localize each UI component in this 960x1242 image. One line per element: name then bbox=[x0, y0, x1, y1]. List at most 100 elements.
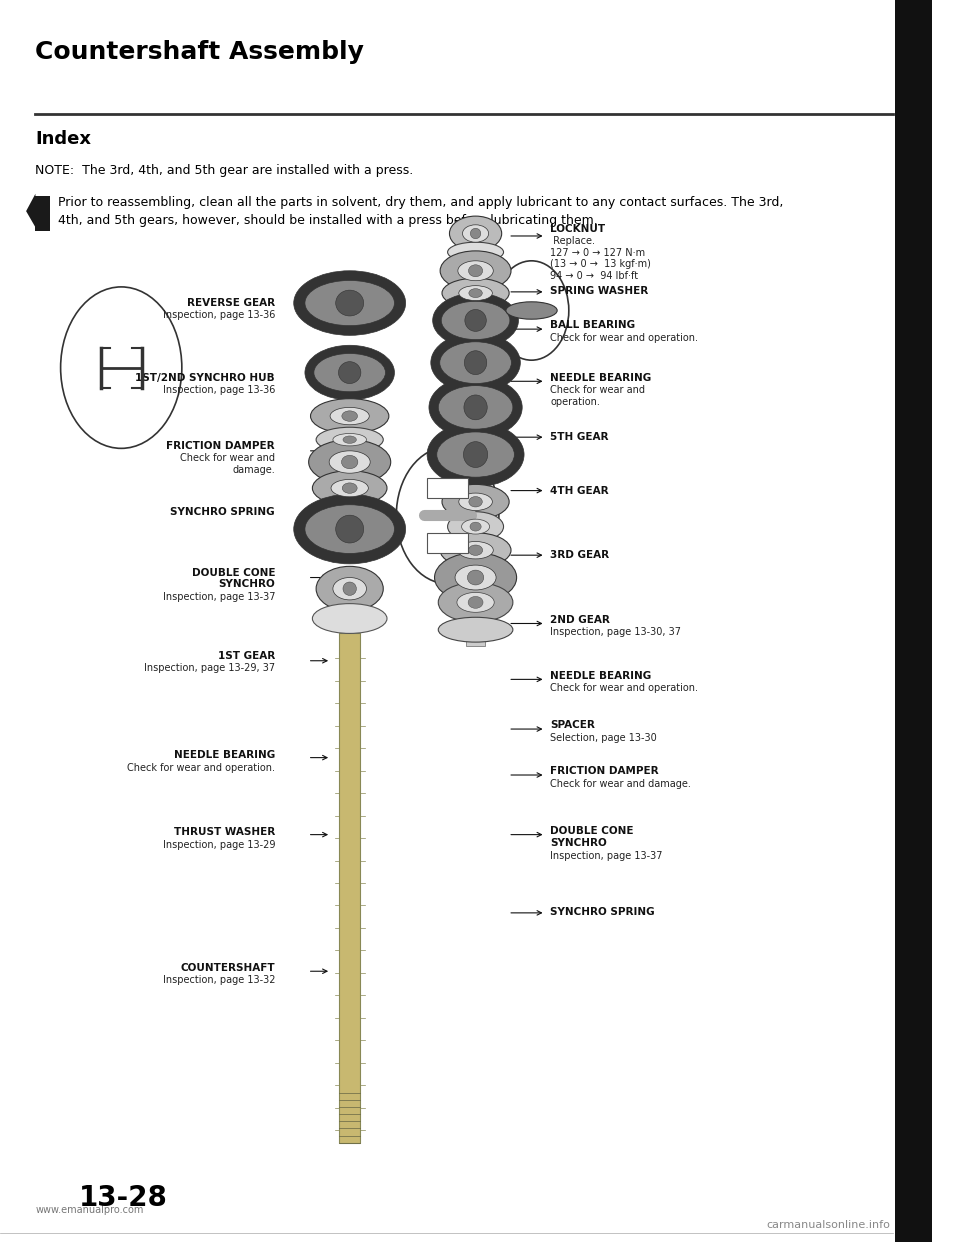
Ellipse shape bbox=[442, 302, 510, 339]
Text: Inspection, page 13-32: Inspection, page 13-32 bbox=[162, 975, 276, 985]
Circle shape bbox=[494, 261, 569, 360]
Ellipse shape bbox=[447, 512, 504, 542]
Ellipse shape bbox=[459, 286, 492, 301]
Text: 5TH GEAR: 5TH GEAR bbox=[550, 432, 609, 442]
Bar bbox=[36, 196, 50, 231]
Text: Check for wear and damage.: Check for wear and damage. bbox=[550, 779, 691, 789]
Text: FRICTION DAMPER: FRICTION DAMPER bbox=[166, 441, 276, 451]
Text: REVERSE GEAR: REVERSE GEAR bbox=[187, 298, 276, 308]
Ellipse shape bbox=[468, 596, 483, 609]
Ellipse shape bbox=[427, 422, 524, 487]
Ellipse shape bbox=[458, 261, 493, 281]
Text: carmanualsonline.info: carmanualsonline.info bbox=[767, 1220, 891, 1230]
Ellipse shape bbox=[468, 545, 483, 555]
Text: NEEDLE BEARING: NEEDLE BEARING bbox=[174, 750, 276, 760]
Ellipse shape bbox=[433, 293, 518, 348]
Ellipse shape bbox=[305, 345, 395, 400]
Ellipse shape bbox=[437, 432, 515, 477]
Text: Inspection, page 13-36: Inspection, page 13-36 bbox=[162, 385, 276, 395]
Ellipse shape bbox=[464, 442, 488, 467]
Text: Check for wear and operation.: Check for wear and operation. bbox=[550, 333, 698, 343]
Ellipse shape bbox=[439, 582, 513, 622]
Text: 4TH GEAR: 4TH GEAR bbox=[550, 486, 609, 496]
Text: Check for wear and operation.: Check for wear and operation. bbox=[550, 683, 698, 693]
Text: 1ST/2ND SYNCHRO HUB: 1ST/2ND SYNCHRO HUB bbox=[135, 373, 276, 383]
Text: Inspection, page 13-37: Inspection, page 13-37 bbox=[550, 851, 662, 861]
Ellipse shape bbox=[331, 479, 369, 497]
Text: Countershaft Assembly: Countershaft Assembly bbox=[36, 40, 364, 63]
Ellipse shape bbox=[468, 570, 484, 585]
Ellipse shape bbox=[457, 592, 494, 612]
Polygon shape bbox=[26, 194, 36, 227]
Bar bbox=[895, 0, 932, 1242]
Ellipse shape bbox=[470, 522, 481, 532]
Ellipse shape bbox=[458, 542, 493, 559]
Text: DOUBLE CONE
SYNCHRO: DOUBLE CONE SYNCHRO bbox=[550, 826, 634, 847]
Ellipse shape bbox=[343, 436, 356, 443]
Ellipse shape bbox=[310, 399, 389, 433]
Bar bbox=[467, 217, 485, 646]
Ellipse shape bbox=[309, 440, 391, 484]
Ellipse shape bbox=[330, 407, 370, 425]
Text: COUNTERSHAFT: COUNTERSHAFT bbox=[180, 963, 276, 972]
Text: Index: Index bbox=[36, 130, 91, 148]
Ellipse shape bbox=[439, 385, 513, 430]
Ellipse shape bbox=[431, 333, 520, 392]
Ellipse shape bbox=[465, 309, 487, 332]
Ellipse shape bbox=[305, 281, 395, 325]
Ellipse shape bbox=[464, 395, 488, 420]
Text: Prior to reassembling, clean all the parts in solvent, dry them, and apply lubri: Prior to reassembling, clean all the par… bbox=[58, 196, 783, 209]
Ellipse shape bbox=[447, 242, 504, 262]
Bar bbox=[427, 478, 468, 498]
Ellipse shape bbox=[440, 342, 512, 384]
Ellipse shape bbox=[312, 471, 387, 505]
Text: 4th, and 5th gears, however, should be installed with a press before lubricating: 4th, and 5th gears, however, should be i… bbox=[58, 214, 597, 226]
Text: Inspection, page 13-36: Inspection, page 13-36 bbox=[162, 310, 276, 320]
Ellipse shape bbox=[468, 497, 482, 507]
Ellipse shape bbox=[440, 251, 511, 291]
Text: THRUST WASHER: THRUST WASHER bbox=[174, 827, 276, 837]
Ellipse shape bbox=[506, 302, 557, 319]
Text: SPRING WASHER: SPRING WASHER bbox=[550, 286, 648, 296]
Ellipse shape bbox=[339, 361, 361, 384]
Ellipse shape bbox=[312, 604, 387, 633]
Bar bbox=[340, 633, 360, 1143]
Text: Inspection, page 13-30, 37: Inspection, page 13-30, 37 bbox=[550, 627, 682, 637]
Ellipse shape bbox=[468, 265, 483, 277]
Ellipse shape bbox=[442, 278, 509, 308]
Ellipse shape bbox=[294, 494, 406, 564]
Bar bbox=[427, 533, 468, 553]
Ellipse shape bbox=[316, 566, 383, 611]
Text: NEEDLE BEARING: NEEDLE BEARING bbox=[550, 671, 652, 681]
Text: Inspection, page 13-29: Inspection, page 13-29 bbox=[162, 840, 276, 850]
Ellipse shape bbox=[435, 553, 516, 602]
Ellipse shape bbox=[336, 515, 364, 543]
Text: Check for wear and
damage.: Check for wear and damage. bbox=[180, 453, 276, 474]
Text: SYNCHRO SPRING: SYNCHRO SPRING bbox=[171, 507, 276, 517]
Ellipse shape bbox=[465, 350, 487, 375]
Ellipse shape bbox=[429, 376, 522, 438]
Ellipse shape bbox=[455, 565, 496, 590]
Ellipse shape bbox=[342, 411, 357, 421]
Ellipse shape bbox=[442, 484, 509, 519]
Text: NOTE:  The 3rd, 4th, and 5th gear are installed with a press.: NOTE: The 3rd, 4th, and 5th gear are ins… bbox=[36, 164, 414, 176]
Ellipse shape bbox=[333, 578, 367, 600]
Circle shape bbox=[60, 287, 181, 448]
Text: 1ST GEAR: 1ST GEAR bbox=[218, 651, 276, 661]
Ellipse shape bbox=[439, 617, 513, 642]
Text: www.emanualpro.com: www.emanualpro.com bbox=[36, 1205, 144, 1215]
Text: NEEDLE BEARING: NEEDLE BEARING bbox=[550, 373, 652, 383]
Ellipse shape bbox=[342, 483, 357, 493]
Ellipse shape bbox=[314, 354, 386, 391]
Ellipse shape bbox=[449, 216, 502, 251]
Ellipse shape bbox=[459, 493, 492, 510]
Ellipse shape bbox=[305, 504, 395, 554]
Text: 3RD GEAR: 3RD GEAR bbox=[550, 550, 610, 560]
Text: BALL BEARING: BALL BEARING bbox=[550, 320, 636, 330]
Text: SYNCHRO SPRING: SYNCHRO SPRING bbox=[550, 907, 655, 917]
Text: Check for wear and operation.: Check for wear and operation. bbox=[127, 763, 276, 773]
Ellipse shape bbox=[440, 533, 511, 568]
Circle shape bbox=[396, 447, 499, 584]
Ellipse shape bbox=[333, 433, 367, 446]
Ellipse shape bbox=[329, 451, 371, 473]
